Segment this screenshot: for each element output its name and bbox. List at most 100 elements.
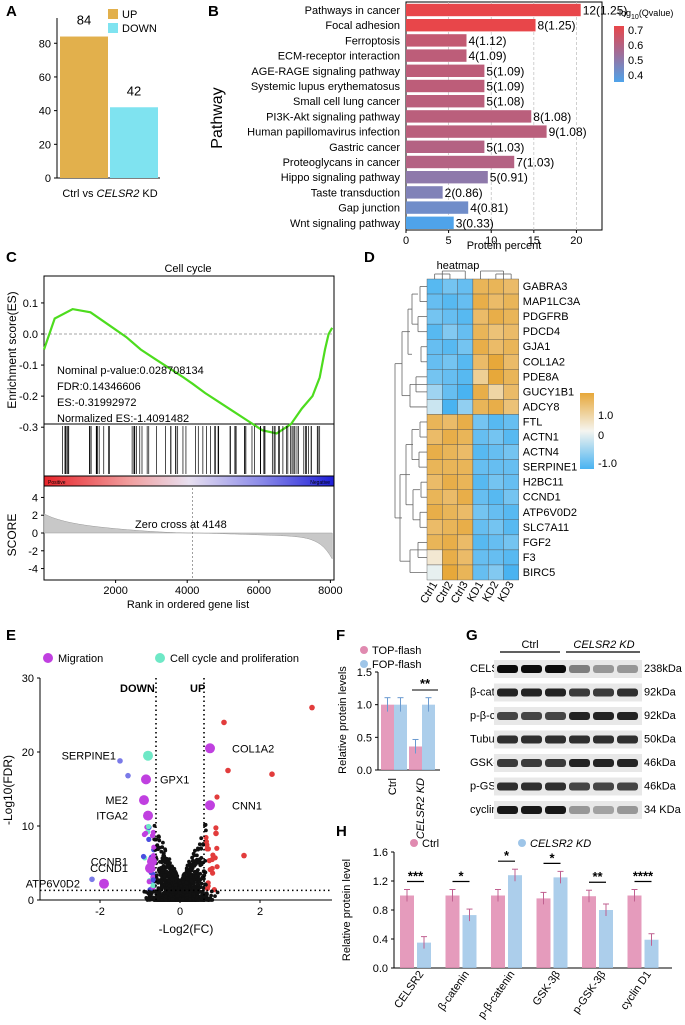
panel-label-f: F — [336, 627, 345, 644]
heatmap-cell — [426, 459, 443, 475]
heatmap-cell — [503, 564, 520, 581]
qvalue-legend-tick: 0.4 — [628, 70, 643, 82]
heatmap-cell — [503, 323, 520, 340]
heatmap-cell — [442, 504, 458, 521]
blot-strip — [494, 754, 642, 772]
labeled-gene-point — [143, 750, 153, 761]
zero-cross-label: Zero cross at 4148 — [135, 519, 227, 531]
panel-a-value-label: 84 — [77, 13, 91, 28]
heatmap-cell — [488, 564, 504, 581]
heatmap-gene-label: ACTN1 — [523, 432, 559, 444]
blot-band — [497, 759, 518, 767]
up-label: UP — [190, 683, 205, 695]
panel-h-bar — [508, 875, 522, 968]
panel-labels: A B C D E F G H — [6, 3, 478, 840]
pathway-name: PI3K-Akt signaling pathway — [266, 111, 400, 123]
blot-kda-label: 92kDa — [644, 710, 677, 722]
heatmap-cell — [503, 504, 520, 521]
volcano-point — [192, 862, 197, 867]
panel-b-x-tick: 10 — [485, 235, 497, 247]
blot-band — [545, 806, 566, 814]
pathway-name: Human papillomavirus infection — [247, 127, 400, 139]
heatmap-cell — [472, 414, 489, 430]
panel-b-x-tick: 0 — [403, 235, 409, 247]
blot-band — [497, 665, 518, 673]
blot-band — [521, 806, 542, 814]
pathway-name: Hippo signaling pathway — [281, 172, 401, 184]
volcano-point — [156, 834, 161, 839]
volcano-point — [149, 896, 154, 900]
panel-h-x-label: GSK-3β — [531, 969, 563, 1008]
heatmap-gene-label: GABRA3 — [523, 281, 568, 293]
panel-f-y-tick: 0.0 — [357, 765, 372, 777]
heatmap-cell — [503, 474, 520, 490]
panel-a-value-label: 42 — [127, 83, 141, 98]
heatmap-gene-label: PDE8A — [523, 371, 560, 383]
volcano-gene-label: CCND1 — [90, 863, 128, 875]
volcano-point — [89, 876, 95, 883]
volcano-point — [163, 866, 167, 871]
panel-h-sig: ** — [592, 869, 603, 884]
volcano-point — [162, 873, 167, 878]
heatmap-cell — [488, 369, 504, 385]
blot-strip — [494, 707, 642, 725]
heatmap-gene-label: CCND1 — [523, 492, 561, 504]
pathway-name: Gastric cancer — [329, 142, 400, 154]
labeled-gene-point — [205, 800, 215, 811]
blot-band — [617, 712, 638, 720]
volcano-point — [163, 897, 168, 902]
heatmap-cell — [472, 354, 489, 370]
heatmap-cell — [442, 278, 458, 295]
volcano-point — [163, 847, 168, 852]
blot-band — [497, 712, 518, 720]
ranked-score-area — [43, 513, 333, 560]
panel-h-sig: *** — [408, 869, 424, 884]
panel-f-y-tick: 1.0 — [357, 700, 372, 712]
volcano-point — [213, 830, 219, 837]
es-y-tick: 0.1 — [23, 298, 38, 310]
pathway-count-label: 9(1.08) — [549, 125, 587, 139]
volcano-point — [309, 704, 315, 711]
score-y-tick: 4 — [32, 492, 38, 504]
heatmap-cell — [457, 444, 474, 460]
legend-up-label: UP — [122, 9, 137, 21]
heatmap-cell — [442, 549, 458, 566]
pathway-bar — [406, 3, 581, 17]
volcano-point — [163, 894, 168, 899]
labeled-gene-point — [205, 743, 215, 754]
heatmap-cell — [472, 564, 489, 581]
blot-band — [497, 806, 518, 814]
volcano-gene-label: ITGA2 — [96, 811, 128, 823]
heatmap-cell — [426, 564, 443, 581]
panel-h-x-label: cyclin D1 — [619, 969, 654, 1012]
heatmap-cell — [472, 429, 489, 445]
heatmap-colorbar — [580, 393, 594, 469]
blot-band — [497, 735, 518, 744]
volcano-point — [159, 879, 164, 884]
heatmap-cell — [472, 474, 489, 490]
blot-band — [521, 665, 542, 673]
volcano-point — [204, 885, 210, 892]
heatmap-cell — [488, 354, 504, 370]
qvalue-legend-title: -log10(Qvalue) — [616, 8, 673, 21]
volcano-point — [125, 772, 131, 779]
panel-h-y-tick: 1.2 — [373, 876, 388, 888]
blot-band — [617, 688, 638, 697]
volcano-point — [159, 860, 164, 865]
labeled-gene-point — [141, 774, 151, 785]
volcano-x-tick: -2 — [95, 906, 105, 918]
heatmap-cell — [457, 354, 474, 370]
volcano-point — [187, 871, 191, 876]
panel-e-volcano-plot: Migration Cell cycle and proliferation 0… — [1, 653, 332, 936]
heatmap-cell — [488, 339, 504, 355]
heatmap-cell — [426, 384, 443, 400]
volcano-gene-label: GPX1 — [160, 774, 189, 786]
pathway-name: Wnt signaling pathway — [290, 218, 401, 230]
pathway-name: Ferroptosis — [345, 35, 401, 47]
panel-f-y-tick: 1.5 — [357, 667, 372, 679]
heatmap-gene-label: BIRC5 — [523, 567, 555, 579]
panel-h-sig: * — [458, 869, 464, 884]
heatmap-sample-label: KD3 — [496, 580, 517, 605]
volcano-point — [167, 884, 172, 888]
